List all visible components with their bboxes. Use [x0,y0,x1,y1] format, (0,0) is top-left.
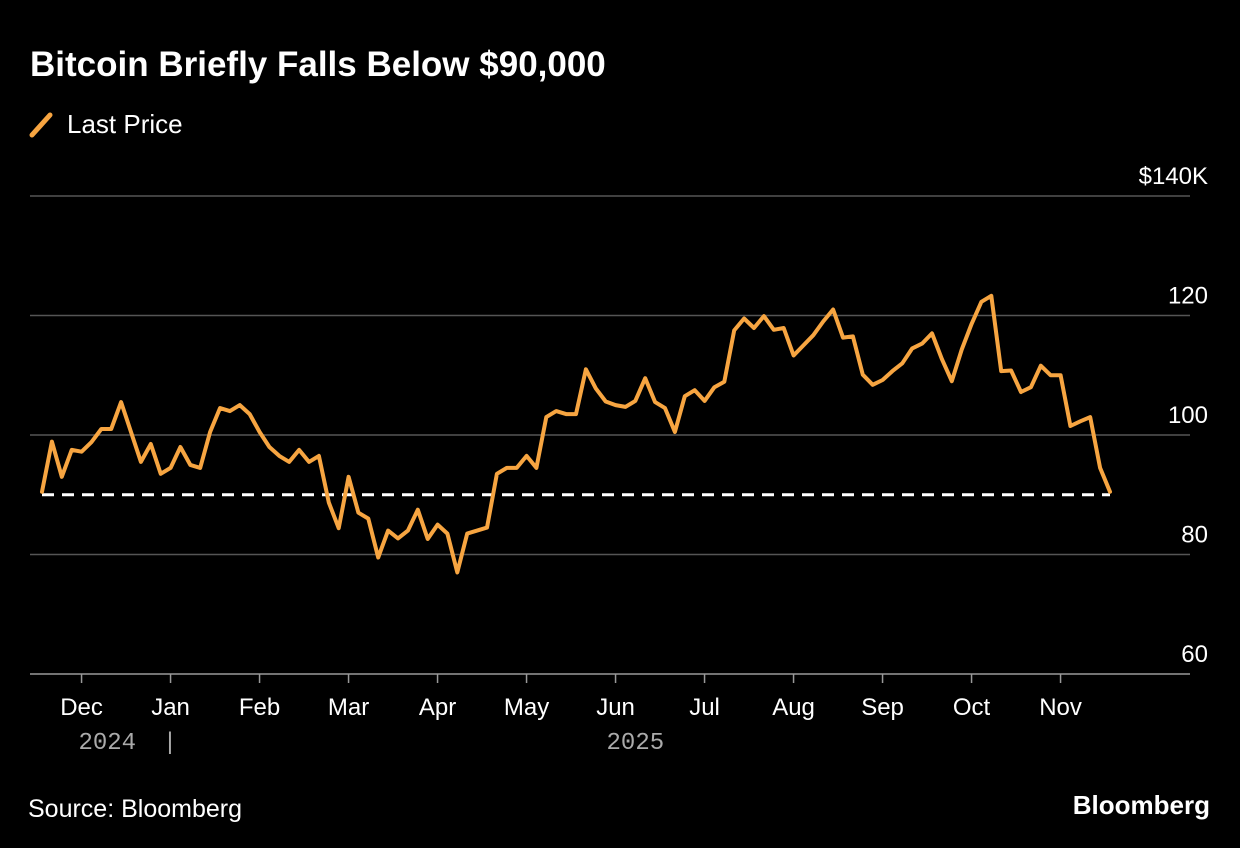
year-separator: | [163,730,177,757]
x-tick-label: Mar [328,694,369,721]
x-tick-label: Aug [772,694,815,721]
x-tick-label: Jul [689,694,720,721]
x-tick-label: Feb [239,694,280,721]
price-line [40,293,1112,575]
legend-swatch [29,112,53,138]
x-tick-label: Dec [60,694,103,721]
source: Source: Bloomberg [28,795,242,823]
x-tick-label: Oct [953,694,991,721]
x-tick-label: Jun [596,694,635,721]
x-tick-label: Jan [151,694,190,721]
x-tick-label: Nov [1039,694,1082,721]
y-tick-label: 80 [1181,522,1208,549]
x-tick-label: Apr [419,694,456,721]
brand: Bloomberg [1073,790,1210,820]
year-label: 2025 [607,730,665,757]
y-tick-label: $140K [1139,163,1208,190]
y-tick-label: 60 [1181,641,1208,668]
y-tick-label: 100 [1168,402,1208,429]
chart-title: Bitcoin Briefly Falls Below $90,000 [30,45,606,84]
y-tick-label: 120 [1168,283,1208,310]
year-label: 2024 [78,730,136,757]
x-tick-label: Sep [861,694,904,721]
x-tick-label: May [504,694,549,721]
legend-label: Last Price [67,109,183,139]
